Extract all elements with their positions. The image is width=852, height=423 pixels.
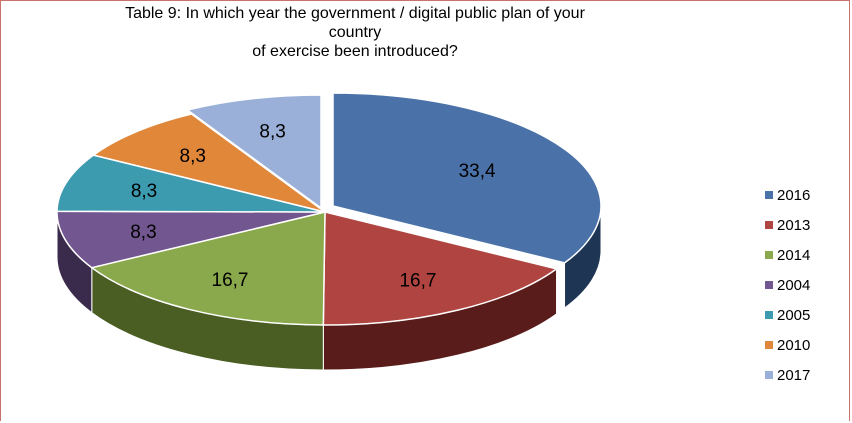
legend-swatch-2013 — [765, 221, 773, 229]
data-label-2010: 8,3 — [180, 146, 206, 167]
legend-swatch-2017 — [765, 371, 773, 379]
legend-label-2013: 2013 — [777, 216, 811, 234]
pie-slice-2004 — [56, 210, 326, 269]
legend: 2016 2013 2014 2004 2005 2010 2017 — [765, 180, 810, 390]
data-label-2013: 16,7 — [399, 271, 436, 292]
pie-slice-2005 — [56, 154, 326, 213]
legend-swatch-2005 — [765, 311, 773, 319]
chart-title-line-3: of exercise been introduced? — [252, 43, 458, 60]
chart-title-line-2: country — [328, 24, 382, 41]
legend-label-2004: 2004 — [777, 276, 811, 294]
legend-item-2010: 2010 — [765, 330, 810, 360]
pie-slice-2017 — [185, 94, 322, 210]
legend-label-2014: 2014 — [777, 246, 811, 264]
pie-slice-2010 — [91, 113, 326, 213]
legend-swatch-2010 — [765, 341, 773, 349]
legend-item-2014: 2014 — [765, 240, 810, 270]
data-label-2014: 16,7 — [212, 270, 249, 291]
chart-title: Table 9: In which year the government / … — [100, 4, 610, 61]
legend-swatch-2016 — [765, 191, 773, 199]
data-label-2005: 8,3 — [131, 181, 157, 202]
pie-slice-2013 — [322, 211, 559, 326]
legend-label-2017: 2017 — [777, 366, 811, 384]
legend-item-2016: 2016 — [765, 180, 810, 210]
data-label-2004: 8,3 — [130, 222, 156, 243]
legend-label-2010: 2010 — [777, 336, 811, 354]
pie-slice-2014 — [90, 211, 326, 326]
chart-title-line-1: Table 9: In which year the government / … — [125, 5, 585, 22]
legend-label-2016: 2016 — [777, 186, 811, 204]
legend-item-2013: 2013 — [765, 210, 810, 240]
data-label-2016: 33,4 — [459, 161, 496, 182]
legend-item-2004: 2004 — [765, 270, 810, 300]
data-label-2017: 8,3 — [259, 122, 285, 143]
legend-swatch-2004 — [765, 281, 773, 289]
legend-item-2005: 2005 — [765, 300, 810, 330]
pie-slice-2016 — [332, 92, 602, 264]
legend-swatch-2014 — [765, 251, 773, 259]
legend-label-2005: 2005 — [777, 306, 811, 324]
legend-item-2017: 2017 — [765, 360, 810, 390]
